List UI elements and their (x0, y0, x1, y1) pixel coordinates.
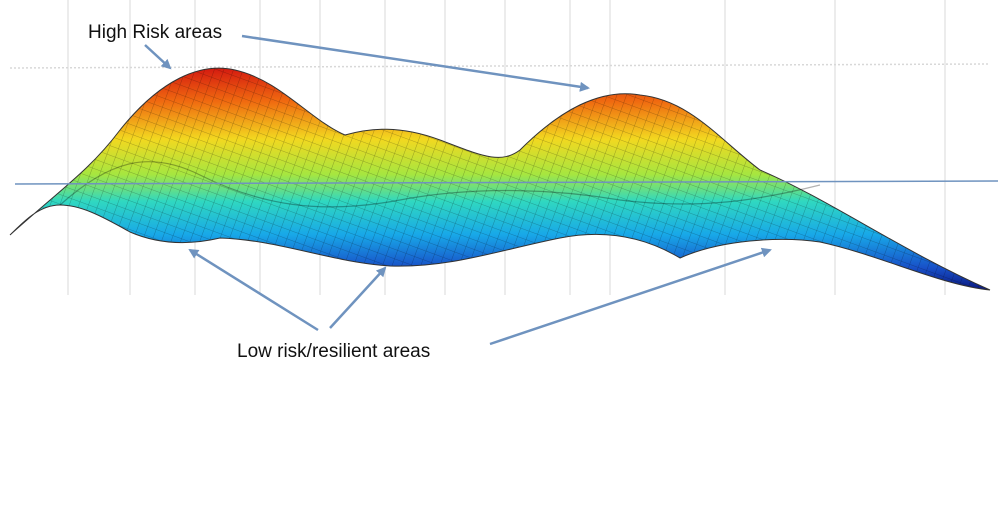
low-risk-label: Low risk/resilient areas (237, 341, 430, 362)
diagram: High Risk areas Low risk/resilient areas (0, 0, 1000, 522)
surface (10, 68, 990, 290)
high-risk-label: High Risk areas (88, 22, 222, 43)
